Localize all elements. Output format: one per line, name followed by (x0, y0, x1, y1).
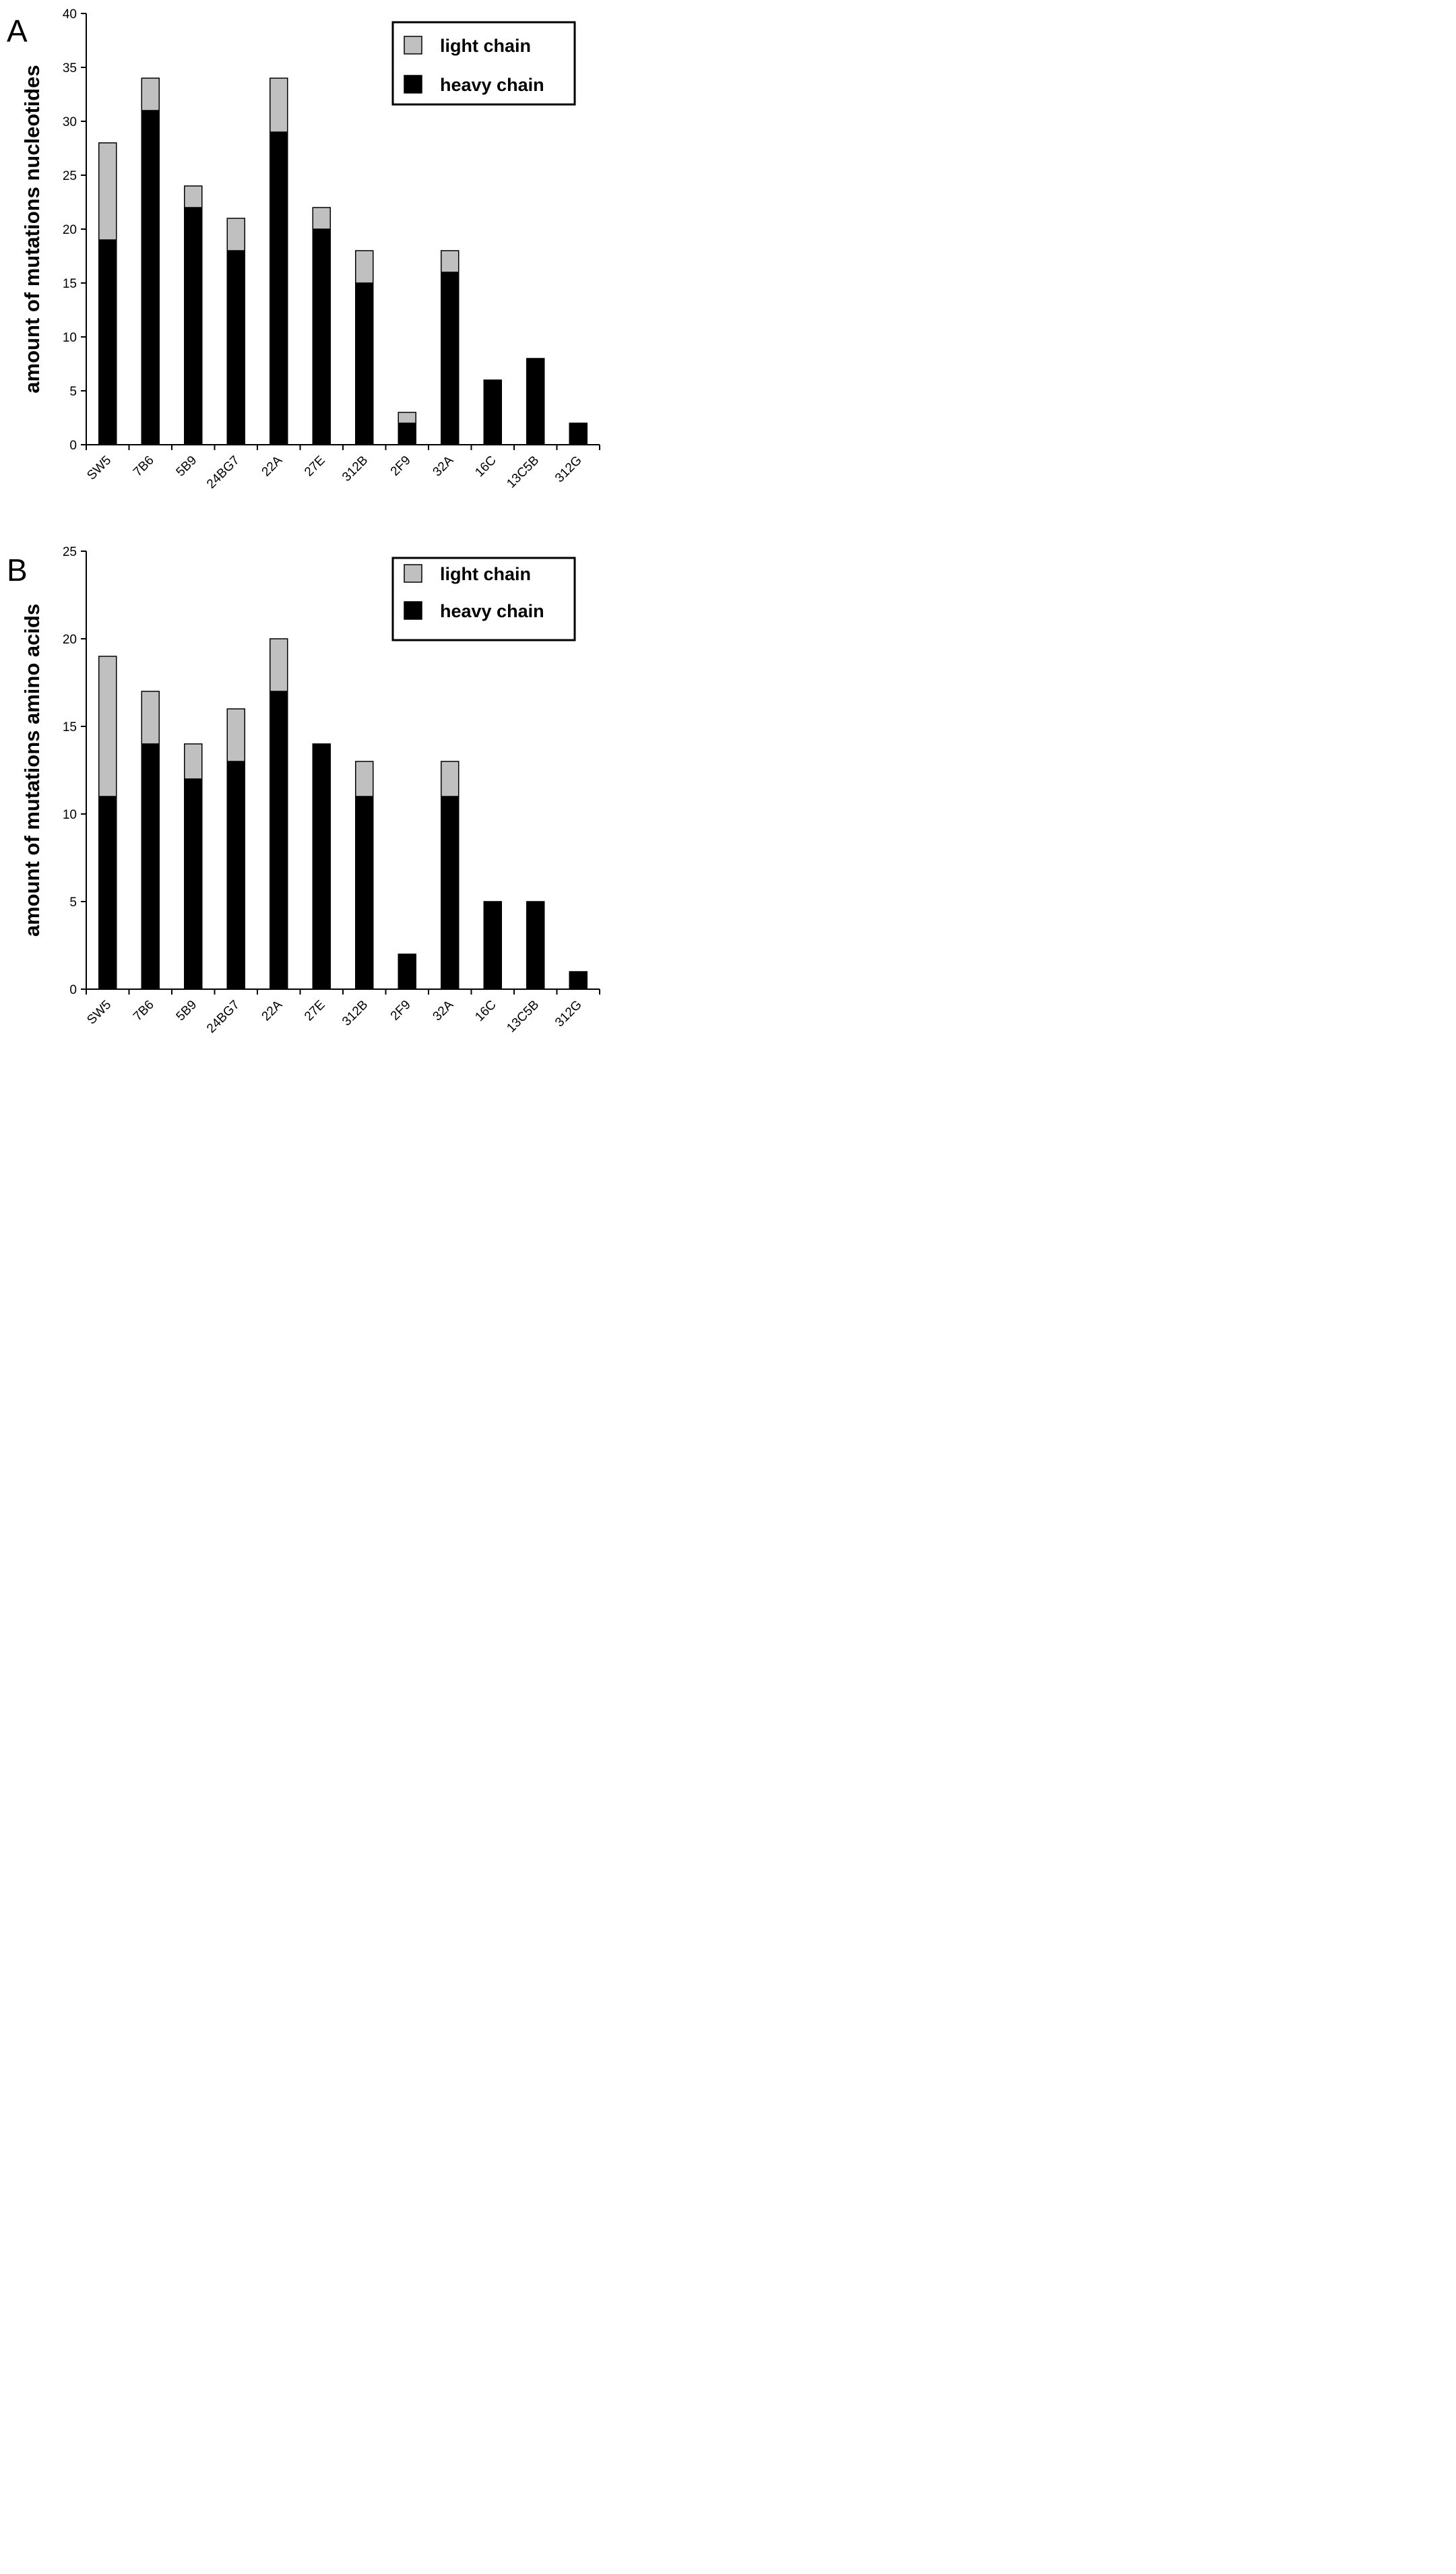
bar-heavy-312b (355, 796, 374, 990)
bar-heavy-sw5 (98, 239, 117, 445)
chart-panel-a: A 0 5 10 15 20 25 30 35 40 amount of mutations nuc… (7, 7, 600, 491)
y-tick-label: 10 (63, 331, 77, 345)
x-tick-label: 312G (552, 998, 585, 1030)
bar-light-sw5 (98, 656, 117, 797)
y-tick-label: 40 (63, 7, 77, 22)
y-axis-label: amount of mutations nucleotides (20, 65, 44, 393)
legend-label-light: light chain (440, 36, 531, 56)
bar-light-312b (355, 761, 374, 797)
bar-heavy-312g (569, 971, 588, 990)
x-tick-label: 5B9 (174, 453, 200, 480)
x-tick-label: 22A (259, 453, 286, 479)
y-axis-label: amount of mutations amino acids (20, 604, 44, 937)
panel-label: A (7, 13, 28, 49)
bar-light-22a (270, 638, 288, 692)
bar-light-sw5 (98, 142, 117, 241)
x-tick-label: 16C (472, 998, 499, 1024)
bar-light-22a (270, 77, 288, 133)
y-tick-label: 0 (69, 439, 77, 453)
panel-label: B (7, 553, 28, 588)
x-tick-label: 312B (340, 998, 371, 1029)
y-tick-label: 15 (63, 277, 77, 291)
legend-box (391, 21, 576, 106)
bar-heavy-27e (312, 743, 331, 990)
x-tick-label: 312B (340, 453, 371, 484)
x-tick-label: 13C5B (504, 453, 542, 491)
bar-heavy-2f9 (398, 953, 416, 990)
bar-heavy-13c5b (526, 358, 545, 445)
x-tick-label: 13C5B (504, 998, 542, 1036)
bar-heavy-sw5 (98, 796, 117, 990)
x-tick-label: 27E (302, 453, 328, 480)
bar-heavy-27e (312, 228, 331, 445)
legend-label-light: light chain (440, 564, 531, 584)
bar-heavy-32a (441, 272, 460, 445)
x-tick-label: 5B9 (174, 998, 200, 1024)
bar-heavy-5b9 (184, 207, 203, 445)
bar-heavy-22a (270, 131, 288, 445)
bar-light-7b6 (141, 77, 160, 111)
y-tick-label: 5 (69, 385, 77, 399)
bar-heavy-16c (483, 901, 502, 990)
bar-heavy-16c (483, 379, 502, 445)
y-tick-label: 15 (63, 720, 77, 734)
y-tick-label: 10 (63, 808, 77, 822)
bar-light-32a (441, 250, 460, 273)
x-tick-label: 32A (431, 997, 457, 1024)
x-tick-label: 32A (431, 453, 457, 479)
bar-light-24bg7 (226, 708, 245, 762)
bar-heavy-13c5b (526, 901, 545, 990)
x-tick-label: 7B6 (131, 998, 157, 1024)
bar-light-27e (312, 207, 331, 230)
legend: light chain heavy chain (391, 557, 576, 641)
y-tick-label: 5 (69, 896, 77, 910)
bar-heavy-2f9 (398, 422, 416, 445)
x-tick-label: 2F9 (388, 998, 414, 1024)
bar-light-24bg7 (226, 218, 245, 251)
x-tick-label: 2F9 (388, 453, 414, 479)
legend-label-heavy: heavy chain (440, 75, 544, 95)
y-tick-label: 25 (63, 169, 77, 183)
bar-heavy-7b6 (141, 743, 160, 990)
bar-light-32a (441, 761, 460, 797)
bar-light-312b (355, 250, 374, 284)
bar-heavy-22a (270, 691, 288, 990)
legend-box (391, 557, 576, 641)
x-tick-label: 27E (302, 998, 328, 1024)
legend-label-heavy: heavy chain (440, 601, 544, 621)
x-tick-label: SW5 (84, 453, 114, 483)
x-tick-label: 7B6 (131, 453, 157, 480)
x-tick-label: 24BG7 (204, 998, 243, 1036)
bar-heavy-5b9 (184, 778, 203, 990)
bar-heavy-32a (441, 796, 460, 990)
legend-swatch-light (404, 36, 422, 55)
legend-swatch-heavy (404, 601, 422, 620)
y-tick-label: 35 (63, 61, 77, 75)
legend: light chain heavy chain (391, 21, 576, 106)
y-tick-label: 0 (69, 983, 77, 997)
y-tick-label: 30 (63, 115, 77, 129)
chart-panel-b: B 0 5 10 15 20 25 amount of mutations amino aci… (7, 545, 600, 1036)
bar-heavy-24bg7 (226, 761, 245, 990)
legend-swatch-light (404, 564, 422, 583)
x-tick-label: 16C (472, 453, 499, 480)
legend-swatch-heavy (404, 75, 422, 94)
bar-light-5b9 (184, 185, 203, 208)
bar-heavy-24bg7 (226, 250, 245, 445)
bar-light-7b6 (141, 691, 160, 745)
bar-heavy-312g (569, 422, 588, 445)
bar-light-2f9 (398, 412, 416, 424)
bar-heavy-7b6 (141, 110, 160, 445)
x-tick-label: 312G (552, 453, 585, 486)
y-tick-label: 25 (63, 545, 77, 559)
y-tick-label: 20 (63, 633, 77, 647)
y-tick-label: 20 (63, 223, 77, 237)
x-tick-label: SW5 (84, 998, 114, 1028)
bar-heavy-312b (355, 282, 374, 445)
x-tick-label: 22A (259, 997, 286, 1024)
bar-light-5b9 (184, 743, 203, 780)
x-tick-label: 24BG7 (204, 453, 243, 492)
